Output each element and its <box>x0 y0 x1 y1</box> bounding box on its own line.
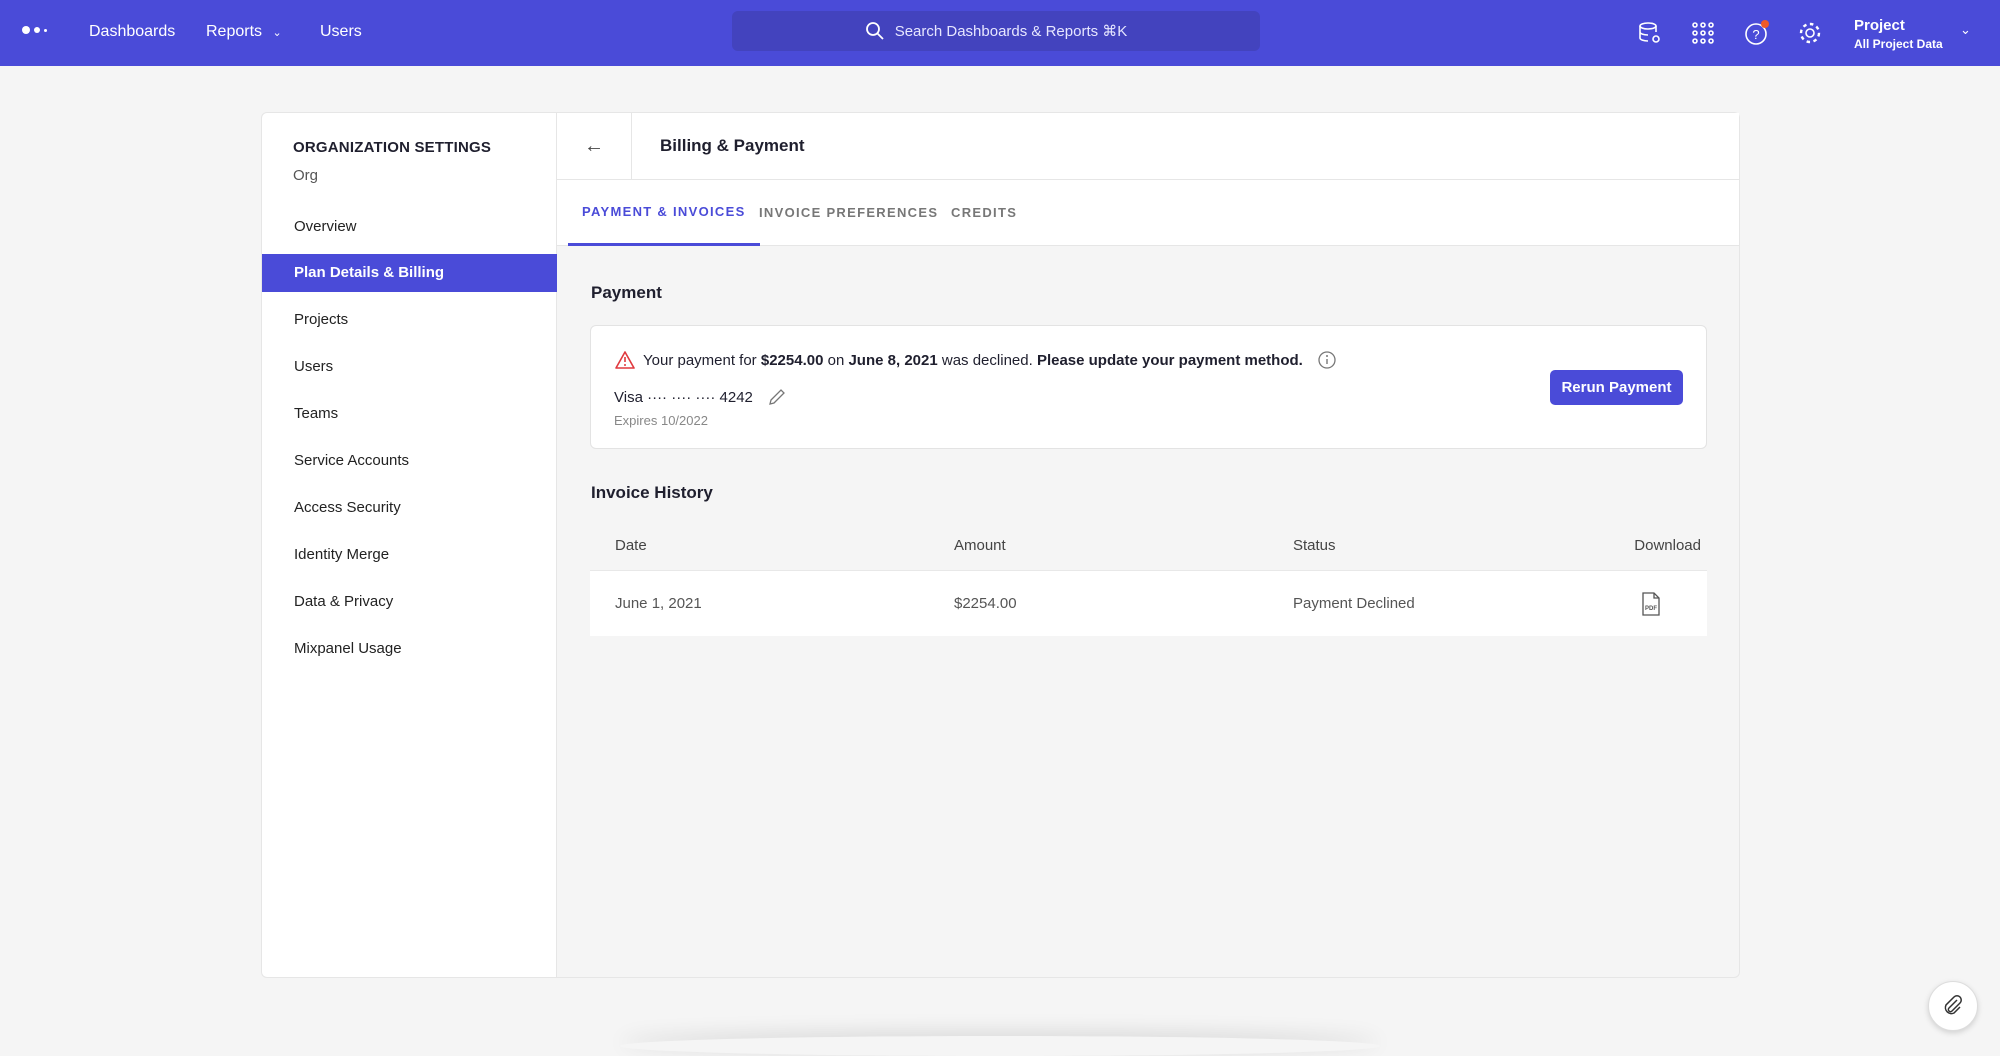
invoice-amount: $2254.00 <box>954 595 1017 612</box>
pdf-icon[interactable]: PDF <box>1641 592 1661 616</box>
sidebar-item-projects[interactable]: Projects <box>294 311 349 328</box>
nav-dashboards[interactable]: Dashboards <box>89 23 176 40</box>
info-icon[interactable] <box>1317 350 1337 370</box>
sidebar-item-overview[interactable]: Overview <box>294 218 357 235</box>
column-header-download: Download <box>1634 537 1701 554</box>
sidebar-item-users[interactable]: Users <box>294 358 334 375</box>
invoice-date: June 1, 2021 <box>615 595 702 612</box>
column-header-date: Date <box>615 537 647 554</box>
settings-gear-icon[interactable] <box>1797 20 1823 46</box>
sidebar-item-teams[interactable]: Teams <box>294 405 339 422</box>
top-bar: Dashboards Reports ⌄ Users Search Dashbo… <box>0 0 2000 66</box>
sidebar-item-plan-billing[interactable]: Plan Details & Billing <box>262 254 557 292</box>
panel-header: ← Billing & Payment <box>557 113 1739 180</box>
attachment-help-button[interactable] <box>1928 981 1978 1031</box>
svg-text:PDF: PDF <box>1645 606 1657 612</box>
tabs: PAYMENT & INVOICES INVOICE PREFERENCES C… <box>557 180 1739 246</box>
sidebar-item-mixpanel-usage[interactable]: Mixpanel Usage <box>294 640 402 657</box>
search-input[interactable]: Search Dashboards & Reports ⌘K <box>732 11 1260 51</box>
nav-reports[interactable]: Reports ⌄ <box>206 23 282 41</box>
column-header-status: Status <box>1293 537 1336 554</box>
declined-date: June 8, 2021 <box>848 351 938 369</box>
back-button[interactable]: ← <box>557 113 632 179</box>
arrow-left-icon: ← <box>584 134 604 157</box>
sidebar-item-access-security[interactable]: Access Security <box>294 499 401 516</box>
project-selector[interactable]: Project All Project Data <box>1854 16 1943 54</box>
rerun-payment-button[interactable]: Rerun Payment <box>1550 370 1683 405</box>
project-label: Project <box>1854 17 1905 34</box>
payment-declined-message: Your payment for $2254.00 on June 8, 202… <box>615 350 1337 370</box>
svg-text:?: ? <box>1752 27 1759 42</box>
card-expiry: Expires 10/2022 <box>614 413 708 428</box>
settings-sidebar: ORGANIZATION SETTINGS Org Overview Plan … <box>261 112 557 978</box>
msg-text: was declined. <box>941 351 1033 369</box>
chevron-down-icon[interactable]: ⌄ <box>1960 22 1971 37</box>
card-number: Visa ···· ···· ···· 4242 <box>614 388 753 406</box>
nav-reports-label: Reports <box>206 23 263 40</box>
payment-card: Your payment for $2254.00 on June 8, 202… <box>590 325 1707 449</box>
msg-text: on <box>827 351 845 369</box>
invoice-status: Payment Declined <box>1293 595 1415 612</box>
tab-credits[interactable]: CREDITS <box>951 205 1018 220</box>
database-settings-icon[interactable] <box>1637 20 1663 46</box>
column-header-amount: Amount <box>954 537 1006 554</box>
sidebar-title: ORGANIZATION SETTINGS <box>293 139 492 156</box>
edit-pencil-icon[interactable] <box>767 387 787 407</box>
mixpanel-logo[interactable] <box>22 26 47 34</box>
project-sub: All Project Data <box>1854 37 1943 51</box>
search-icon <box>865 22 884 40</box>
warning-icon <box>615 351 635 369</box>
sidebar-item-service-accounts[interactable]: Service Accounts <box>294 452 410 469</box>
declined-amount: $2254.00 <box>760 351 824 369</box>
tab-invoice-preferences[interactable]: INVOICE PREFERENCES <box>759 205 939 220</box>
chevron-down-icon: ⌄ <box>272 27 282 39</box>
billing-panel: ← Billing & Payment PAYMENT & INVOICES I… <box>557 112 1740 978</box>
tab-payment-invoices[interactable]: PAYMENT & INVOICES <box>568 180 760 246</box>
help-icon[interactable]: ? <box>1744 20 1770 46</box>
org-name: Org <box>293 167 319 184</box>
sidebar-item-data-privacy[interactable]: Data & Privacy <box>294 593 394 610</box>
nav-users[interactable]: Users <box>320 23 362 40</box>
page-title: Billing & Payment <box>660 136 805 155</box>
paperclip-icon <box>1944 995 1962 1015</box>
payment-heading: Payment <box>591 283 662 302</box>
card-info: Visa ···· ···· ···· 4242 <box>614 387 787 407</box>
msg-text: Your payment for <box>643 351 757 369</box>
search-placeholder: Search Dashboards & Reports ⌘K <box>894 23 1128 40</box>
sidebar-item-identity-merge[interactable]: Identity Merge <box>294 546 390 563</box>
apps-grid-icon[interactable] <box>1690 20 1716 46</box>
invoice-history-heading: Invoice History <box>591 483 713 502</box>
table-row: June 1, 2021 $2254.00 Payment Declined P… <box>590 570 1707 636</box>
update-prompt: Please update your payment method. <box>1036 351 1303 369</box>
bottom-shadow <box>620 1036 1380 1056</box>
